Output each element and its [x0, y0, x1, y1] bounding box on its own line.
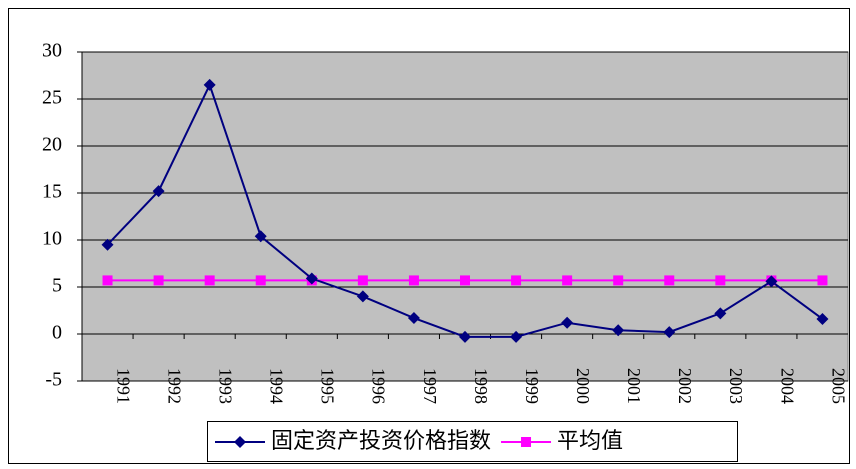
marker [765, 275, 778, 288]
x-tick-label: 2002 [675, 368, 695, 404]
x-tick-label: 1993 [216, 368, 236, 404]
x-tick-label: 2005 [828, 368, 848, 404]
x-tick-label: 1997 [420, 368, 440, 404]
x-tick-label: 1998 [471, 368, 491, 404]
x-tick-label: 1992 [164, 368, 184, 404]
marker [562, 275, 573, 286]
marker [204, 275, 215, 286]
y-tick-label: 10 [42, 228, 62, 250]
x-tick-label: 2003 [726, 368, 746, 404]
y-tick-label: 25 [42, 87, 62, 109]
marker [613, 275, 624, 286]
x-tick-label: 1991 [113, 368, 133, 404]
x-tick-label: 1996 [369, 368, 389, 404]
legend-marker [234, 436, 246, 448]
marker [203, 78, 216, 91]
marker [816, 312, 829, 325]
marker [663, 326, 676, 339]
y-tick-label: 0 [52, 322, 62, 344]
marker [714, 307, 727, 320]
marker [407, 312, 420, 325]
marker [561, 316, 574, 329]
x-tick-label: 2000 [573, 368, 593, 404]
marker [817, 275, 828, 286]
marker [101, 238, 114, 251]
y-tick-label: -5 [45, 369, 62, 391]
legend-label: 固定资产投资价格指数 [271, 428, 491, 453]
y-tick-label: 20 [42, 134, 62, 156]
marker [255, 275, 266, 286]
marker [459, 330, 471, 343]
y-tick-label: 30 [42, 40, 62, 62]
plot-area [81, 51, 849, 382]
x-tick-label: 1999 [522, 368, 542, 404]
x-tick-label: 1995 [318, 368, 338, 404]
marker [305, 272, 318, 285]
x-tick-label: 2004 [777, 368, 797, 404]
marker [460, 275, 470, 286]
y-tick-label: 15 [42, 181, 62, 203]
legend-marker [521, 437, 532, 447]
marker [254, 230, 267, 243]
marker [153, 275, 164, 286]
marker [102, 275, 113, 286]
marker [612, 324, 625, 337]
y-tick-label: 5 [52, 275, 62, 297]
marker [356, 290, 369, 303]
marker [511, 275, 522, 286]
x-tick-label: 2001 [624, 368, 644, 404]
legend-label: 平均值 [557, 428, 623, 453]
marker [664, 275, 675, 286]
marker [152, 185, 165, 198]
marker [510, 330, 523, 343]
x-tick-label: 1994 [267, 368, 287, 404]
marker [357, 275, 368, 286]
marker [715, 275, 726, 286]
marker [408, 275, 419, 286]
legend-box [207, 421, 738, 462]
